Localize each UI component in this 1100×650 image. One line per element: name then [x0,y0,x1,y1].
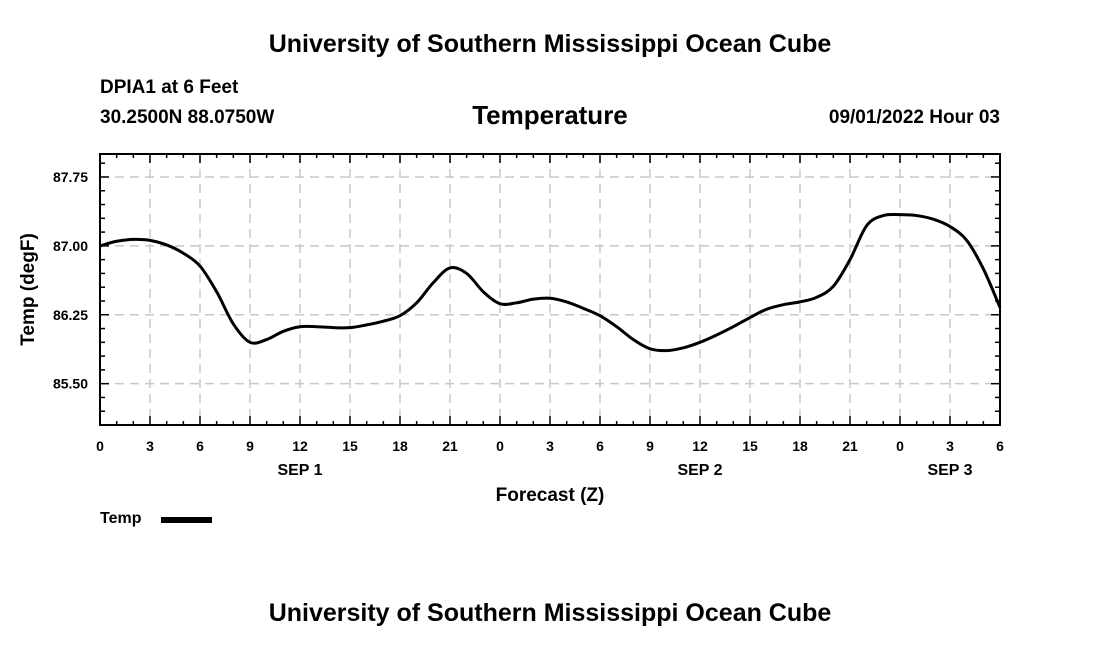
coordinates-label: 30.2500N 88.0750W [100,107,275,128]
x-tick-label: 9 [246,438,254,454]
legend-swatch-temp [161,517,212,523]
report-title: University of Southern Mississippi Ocean… [268,30,832,58]
y-axis-title: Temp (degF) [18,233,39,346]
y-tick-label: 86.25 [53,307,88,323]
x-tick-label: 21 [442,438,458,454]
x-tick-label: 15 [342,438,358,454]
x-tick-label: 18 [392,438,408,454]
y-tick-label: 85.50 [53,376,88,392]
footer-title: University of Southern Mississippi Ocean… [268,599,832,627]
y-tick-label: 87.00 [53,238,88,254]
x-tick-label: 9 [646,438,654,454]
chart-title: Temperature [472,100,628,130]
x-tick-label: 0 [496,438,504,454]
x-tick-label: 0 [896,438,904,454]
x-tick-label: 18 [792,438,808,454]
x-tick-label: 6 [196,438,204,454]
x-tick-label: 3 [146,438,154,454]
x-date-label: SEP 2 [677,462,722,479]
x-tick-label: 6 [596,438,604,454]
x-tick-label: 15 [742,438,758,454]
station-label: DPIA1 at 6 Feet [100,77,239,98]
temp-series-line [99,212,1002,353]
x-tick-label: 21 [842,438,858,454]
x-tick-label: 6 [996,438,1004,454]
x-axis-title: Forecast (Z) [496,485,605,506]
x-tick-label: 0 [96,438,104,454]
x-tick-label: 3 [546,438,554,454]
x-tick-label: 12 [692,438,708,454]
legend-label-temp: Temp [100,510,142,527]
datetime-label: 09/01/2022 Hour 03 [828,107,1000,128]
x-tick-label: 3 [946,438,954,454]
x-date-label: SEP 1 [277,462,322,479]
y-tick-label: 87.75 [53,169,88,185]
x-tick-label: 12 [292,438,308,454]
x-date-label: SEP 3 [927,462,972,479]
